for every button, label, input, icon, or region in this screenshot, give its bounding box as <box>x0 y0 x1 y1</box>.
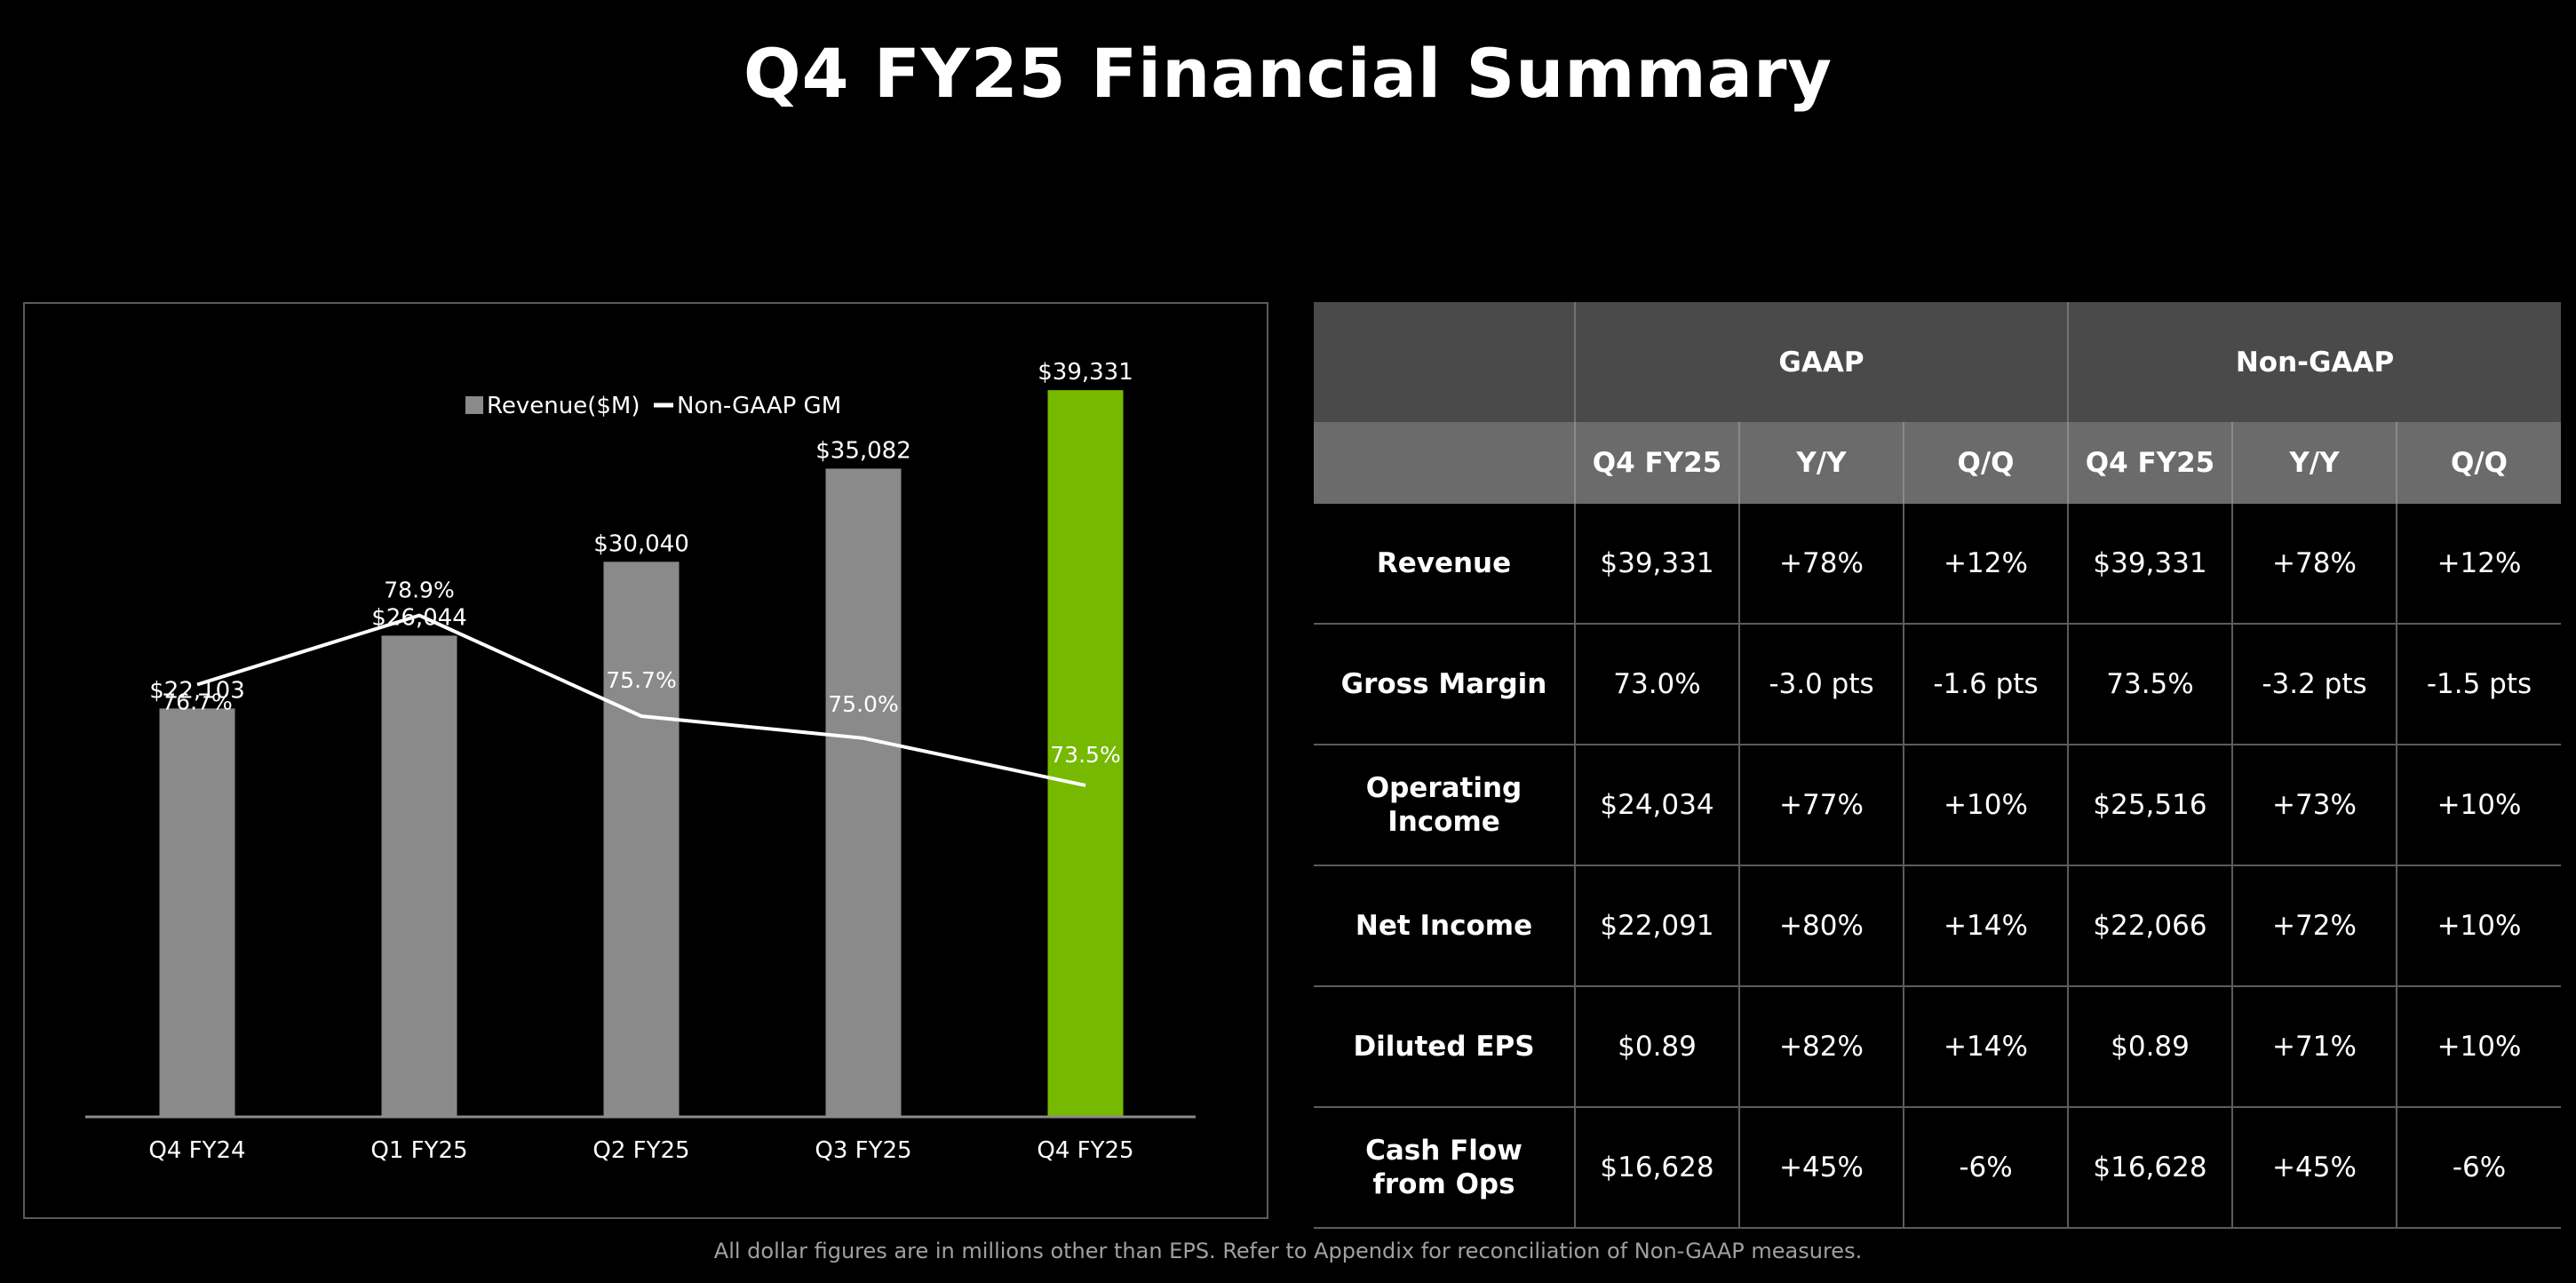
financial-summary-table: GAAP Non-GAAP Q4 FY25 Y/Y Q/Q Q4 FY25 Y/… <box>1314 302 2562 1229</box>
x-tick-label: Q1 FY25 <box>370 1137 467 1164</box>
table-cell: +77% <box>1738 745 1904 866</box>
row-label: Operating Income <box>1314 745 1575 866</box>
bar-q4-fy25 <box>1047 390 1124 1117</box>
column-header: Q/Q <box>2395 422 2562 504</box>
table-cell: +72% <box>2231 865 2397 987</box>
column-header: Q4 FY25 <box>1574 422 1739 504</box>
bar-q1-fy25 <box>381 635 457 1117</box>
table-cell: +10% <box>2395 986 2562 1108</box>
bar-q4-fy24 <box>159 708 235 1117</box>
bar-q3-fy25 <box>825 468 902 1117</box>
bar-q2-fy25 <box>603 562 680 1117</box>
table-cell: $22,066 <box>2067 865 2232 987</box>
table-cell: +80% <box>1738 865 1904 987</box>
table-row-revenue: Revenue $39,331 +78% +12% $39,331 +78% +… <box>1314 504 2562 625</box>
gm-point-label: 76.7% <box>162 689 232 715</box>
table-cell: -3.0 pts <box>1738 624 1904 745</box>
table-cell: +71% <box>2231 986 2397 1108</box>
legend-gm-label: Non-GAAP GM <box>677 393 841 419</box>
legend-revenue-swatch <box>465 396 483 414</box>
table-row-cash-flow: Cash Flow from Ops $16,628 +45% -6% $16,6… <box>1314 1107 2562 1229</box>
table-cell: -6% <box>2395 1107 2562 1229</box>
column-header: Y/Y <box>1738 422 1904 504</box>
bar-value-label: $22,103 <box>149 677 245 704</box>
table-cell: $39,331 <box>1574 504 1739 625</box>
row-label: Net Income <box>1314 865 1575 987</box>
table-cell: +10% <box>1903 745 2068 866</box>
table-cell: +73% <box>2231 745 2397 866</box>
table-cell: +12% <box>2395 504 2562 625</box>
table-cell: $16,628 <box>1574 1107 1739 1229</box>
table-cell: $22,091 <box>1574 865 1739 987</box>
table-cell: +78% <box>1738 504 1904 625</box>
table-corner-cell <box>1314 422 1575 504</box>
table-cell: -3.2 pts <box>2231 624 2397 745</box>
gm-point-label: 75.0% <box>828 691 898 717</box>
row-label: Diluted EPS <box>1314 986 1575 1108</box>
bar-value-label: $39,331 <box>1038 359 1133 386</box>
x-tick-label: Q4 FY24 <box>148 1137 245 1164</box>
column-header: Y/Y <box>2231 422 2397 504</box>
table-cell: +78% <box>2231 504 2397 625</box>
table-row-operating-income: Operating Income $24,034 +77% +10% $25,51… <box>1314 745 2562 866</box>
page-title: Q4 FY25 Financial Summary <box>743 34 1833 113</box>
row-label: Cash Flow from Ops <box>1314 1107 1575 1229</box>
table-cell: $0.89 <box>2067 986 2232 1108</box>
revenue-gm-chart: $22,103 $26,044 $30,040 $35,082 $39,331 Q4 FY… <box>23 302 1268 1219</box>
table-corner-cell <box>1314 302 1575 422</box>
table-sub-header-row: Q4 FY25 Y/Y Q/Q Q4 FY25 Y/Y Q/Q <box>1314 422 2562 504</box>
table-cell: $39,331 <box>2067 504 2232 625</box>
gm-point-label: 75.7% <box>606 667 676 693</box>
table-row-diluted-eps: Diluted EPS $0.89 +82% +14% $0.89 +71% +… <box>1314 986 2562 1108</box>
gm-point-label: 73.5% <box>1050 742 1120 768</box>
non-gaap-gm-line <box>196 613 1086 787</box>
table-group-header-row: GAAP Non-GAAP <box>1314 302 2562 422</box>
table-cell: -6% <box>1903 1107 2068 1229</box>
x-tick-label: Q3 FY25 <box>815 1137 911 1164</box>
table-cell: +14% <box>1903 865 2068 987</box>
x-tick-label: Q4 FY25 <box>1037 1137 1133 1164</box>
gm-point-label: 78.9% <box>384 578 454 603</box>
table-row-gross-margin: Gross Margin 73.0% -3.0 pts -1.6 pts 73.… <box>1314 624 2562 745</box>
table-cell: +10% <box>2395 865 2562 987</box>
table-cell: +45% <box>2231 1107 2397 1229</box>
table-cell: +10% <box>2395 745 2562 866</box>
table-cell: 73.0% <box>1574 624 1739 745</box>
table-cell: $24,034 <box>1574 745 1739 866</box>
column-header: Q4 FY25 <box>2067 422 2232 504</box>
table-cell: $16,628 <box>2067 1107 2232 1229</box>
gaap-header: GAAP <box>1574 302 2068 422</box>
row-label: Revenue <box>1314 504 1575 625</box>
table-cell: +14% <box>1903 986 2068 1108</box>
x-tick-label: Q2 FY25 <box>592 1137 689 1164</box>
table-cell: -1.6 pts <box>1903 624 2068 745</box>
non-gaap-header: Non-GAAP <box>2066 302 2562 422</box>
table-cell: 73.5% <box>2067 624 2232 745</box>
column-header: Q/Q <box>1903 422 2068 504</box>
table-cell: +82% <box>1738 986 1904 1108</box>
table-cell: +12% <box>1903 504 2068 625</box>
table-row-net-income: Net Income $22,091 +80% +14% $22,066 +72… <box>1314 865 2562 987</box>
table-cell: $0.89 <box>1574 986 1739 1108</box>
table-cell: $25,516 <box>2067 745 2232 866</box>
bar-value-label: $35,082 <box>815 437 911 464</box>
table-cell: -1.5 pts <box>2395 624 2562 745</box>
footnote: All dollar figures are in millions other… <box>713 1239 1863 1263</box>
legend-revenue-label: Revenue($M) <box>487 393 640 419</box>
table-cell: +45% <box>1738 1107 1904 1229</box>
row-label: Gross Margin <box>1314 624 1575 745</box>
bar-value-label: $30,040 <box>593 530 689 557</box>
